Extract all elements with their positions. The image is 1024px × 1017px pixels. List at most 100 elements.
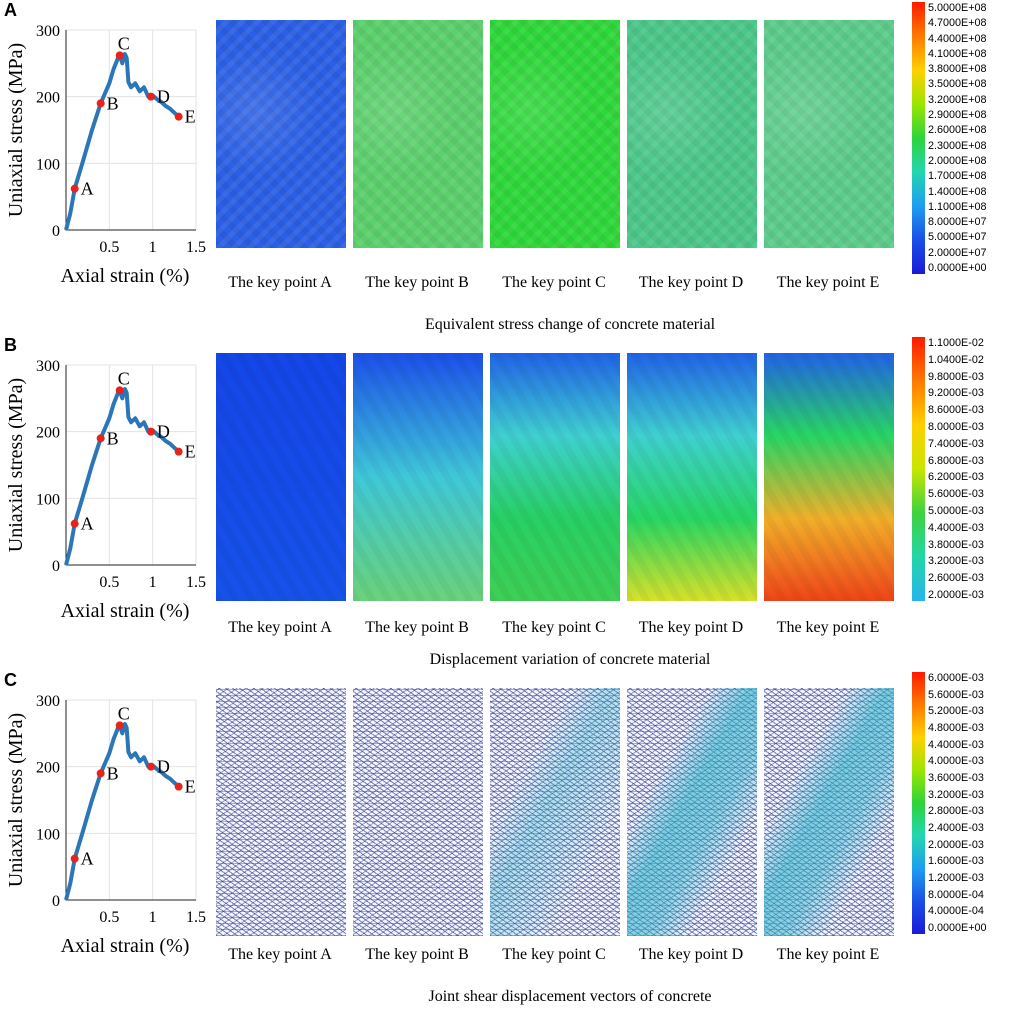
y-tick-label: 0	[52, 893, 60, 910]
colorbar-tick-label: 3.5000E+08	[928, 78, 987, 91]
simulation-image	[627, 20, 757, 248]
x-axis-label: Axial strain (%)	[61, 935, 190, 957]
y-tick-label: 200	[36, 760, 60, 777]
colorbar-tick-label: 2.6000E+08	[928, 124, 987, 137]
key-point-caption: The key point D	[638, 619, 744, 636]
colorbar-gradient	[912, 672, 925, 934]
key-point-caption: The key point A	[228, 274, 332, 291]
colorbar-tick-label: 5.2000E-03	[928, 705, 984, 718]
key-point-label: A	[81, 179, 94, 199]
colorbar-tick-label: 4.4000E+08	[928, 32, 987, 45]
key-point-caption: The key point C	[502, 946, 606, 963]
x-tick-label: 1.5	[186, 574, 206, 591]
key-point-marker	[96, 434, 105, 443]
colorbar-tick-label: 1.0400E-02	[928, 353, 984, 366]
simulation-image	[353, 353, 483, 601]
panel-caption: Joint shear displacement vectors of conc…	[428, 988, 712, 1005]
key-point-caption: The key point B	[365, 946, 469, 963]
y-tick-label: 200	[36, 90, 60, 107]
colorbar-gradient	[912, 2, 925, 274]
y-tick-label: 0	[52, 558, 60, 575]
key-point-caption: The key point A	[228, 946, 332, 963]
panel-c: C 0 100 200 300 0.5 1 1.5 Axial strain (%) Uniax…	[0, 670, 1024, 1017]
panel-label: C	[4, 670, 17, 690]
key-point-label: D	[157, 87, 170, 107]
colorbar-tick-label: 4.4000E-03	[928, 521, 984, 534]
simulation-image	[627, 353, 757, 601]
x-axis-label: Axial strain (%)	[61, 600, 190, 622]
y-tick-label: 100	[36, 156, 60, 173]
colorbar-tick-label: 5.0000E-03	[928, 505, 984, 517]
colorbar-tick-label: 5.0000E+07	[928, 231, 987, 244]
key-point-label: C	[118, 703, 130, 723]
y-tick-label: 300	[36, 358, 60, 375]
panel-a: A 0 100 200 300 0.5 1 1.5 Axial strain (%) Uniax…	[0, 0, 1024, 335]
colorbar-tick-label: 2.4000E-03	[928, 822, 984, 834]
x-tick-label: 1.5	[186, 239, 206, 256]
colorbar-tick-label: 9.2000E-03	[928, 387, 984, 400]
simulation-image	[216, 688, 346, 936]
axis	[65, 700, 196, 901]
x-axis-label: Axial strain (%)	[61, 265, 190, 287]
key-point-marker	[115, 386, 124, 395]
x-tick-label: 0.5	[99, 574, 119, 591]
colorbar-tick-label: 5.6000E-03	[928, 688, 984, 701]
colorbar-tick-label: 3.2000E+08	[928, 93, 987, 106]
panel-caption: Displacement variation of concrete mater…	[429, 651, 711, 668]
stress-strain-chart: 0 100 200 300 0.5 1 1.5 Axial strain (%) Uniaxia…	[5, 693, 206, 957]
key-point-label: A	[81, 514, 94, 534]
colorbar-tick-label: 5.6000E-03	[928, 488, 984, 501]
colorbar-tick-label: 4.7000E+08	[928, 17, 987, 30]
panel-b: B 0 100 200 300 0.5 1 1.5 Axial strain (%) Uniax…	[0, 335, 1024, 670]
axis	[65, 30, 196, 231]
x-tick-label: 1	[149, 239, 157, 256]
x-tick-label: 1.5	[186, 909, 206, 926]
simulation-image	[764, 20, 894, 248]
colorbar-tick-label: 0.0000E+00	[928, 262, 987, 274]
colorbar-tick-label: 2.3000E+08	[928, 139, 987, 152]
y-tick-label: 100	[36, 826, 60, 843]
y-tick-label: 100	[36, 491, 60, 508]
colorbar-tick-label: 4.1000E+08	[928, 47, 987, 60]
key-point-label: A	[81, 849, 94, 869]
panel-caption: Equivalent stress change of concrete mat…	[424, 316, 716, 333]
x-tick-label: 1	[149, 574, 157, 591]
key-point-label: E	[185, 442, 196, 462]
key-point-marker	[174, 447, 183, 456]
key-point-marker	[115, 721, 124, 730]
colorbar-tick-label: 1.1000E+08	[928, 200, 987, 213]
y-tick-label: 300	[36, 693, 60, 710]
simulation-image	[216, 20, 346, 248]
y-axis-label: Uniaxial stress (MPa)	[5, 378, 27, 552]
stress-strain-chart: 0 100 200 300 0.5 1 1.5 Axial strain (%) Uniaxia…	[5, 23, 206, 287]
simulation-image	[490, 20, 620, 248]
colorbar-tick-label: 2.6000E-03	[928, 572, 984, 585]
colorbar-tick-label: 2.9000E+08	[928, 109, 987, 122]
colorbar-tick-label: 2.0000E-03	[928, 838, 984, 851]
colorbar-tick-label: 4.0000E-04	[928, 905, 984, 918]
colorbar-tick-label: 1.2000E-03	[928, 872, 984, 884]
key-point-caption: The key point C	[502, 619, 606, 636]
y-tick-label: 0	[52, 223, 60, 240]
colorbar-tick-label: 4.4000E-03	[928, 738, 984, 751]
key-point-label: E	[185, 107, 196, 127]
colorbar-tick-label: 2.0000E+08	[928, 154, 987, 167]
key-point-label: B	[107, 93, 119, 113]
series-line	[64, 52, 181, 231]
key-point-marker	[174, 112, 183, 121]
key-point-label: D	[157, 757, 170, 777]
series-line	[64, 387, 181, 566]
colorbar-tick-label: 6.8000E-03	[928, 454, 984, 467]
x-tick-label: 0.5	[99, 239, 119, 256]
colorbar: 5.0000E+08 4.7000E+08 4.4000E+08 4.1000E+08…	[912, 2, 1024, 274]
key-point-caption: The key point D	[638, 274, 744, 291]
x-tick-label: 1	[149, 909, 157, 926]
key-point-marker	[146, 427, 155, 436]
colorbar-tick-label: 3.8000E+08	[928, 63, 987, 76]
simulation-image	[490, 688, 620, 936]
key-point-caption: The key point E	[776, 274, 880, 291]
key-point-caption: The key point B	[365, 619, 469, 636]
colorbar-tick-label: 1.6000E-03	[928, 855, 984, 868]
colorbar-tick-label: 6.0000E-03	[928, 672, 984, 684]
panel-label: B	[4, 335, 17, 355]
